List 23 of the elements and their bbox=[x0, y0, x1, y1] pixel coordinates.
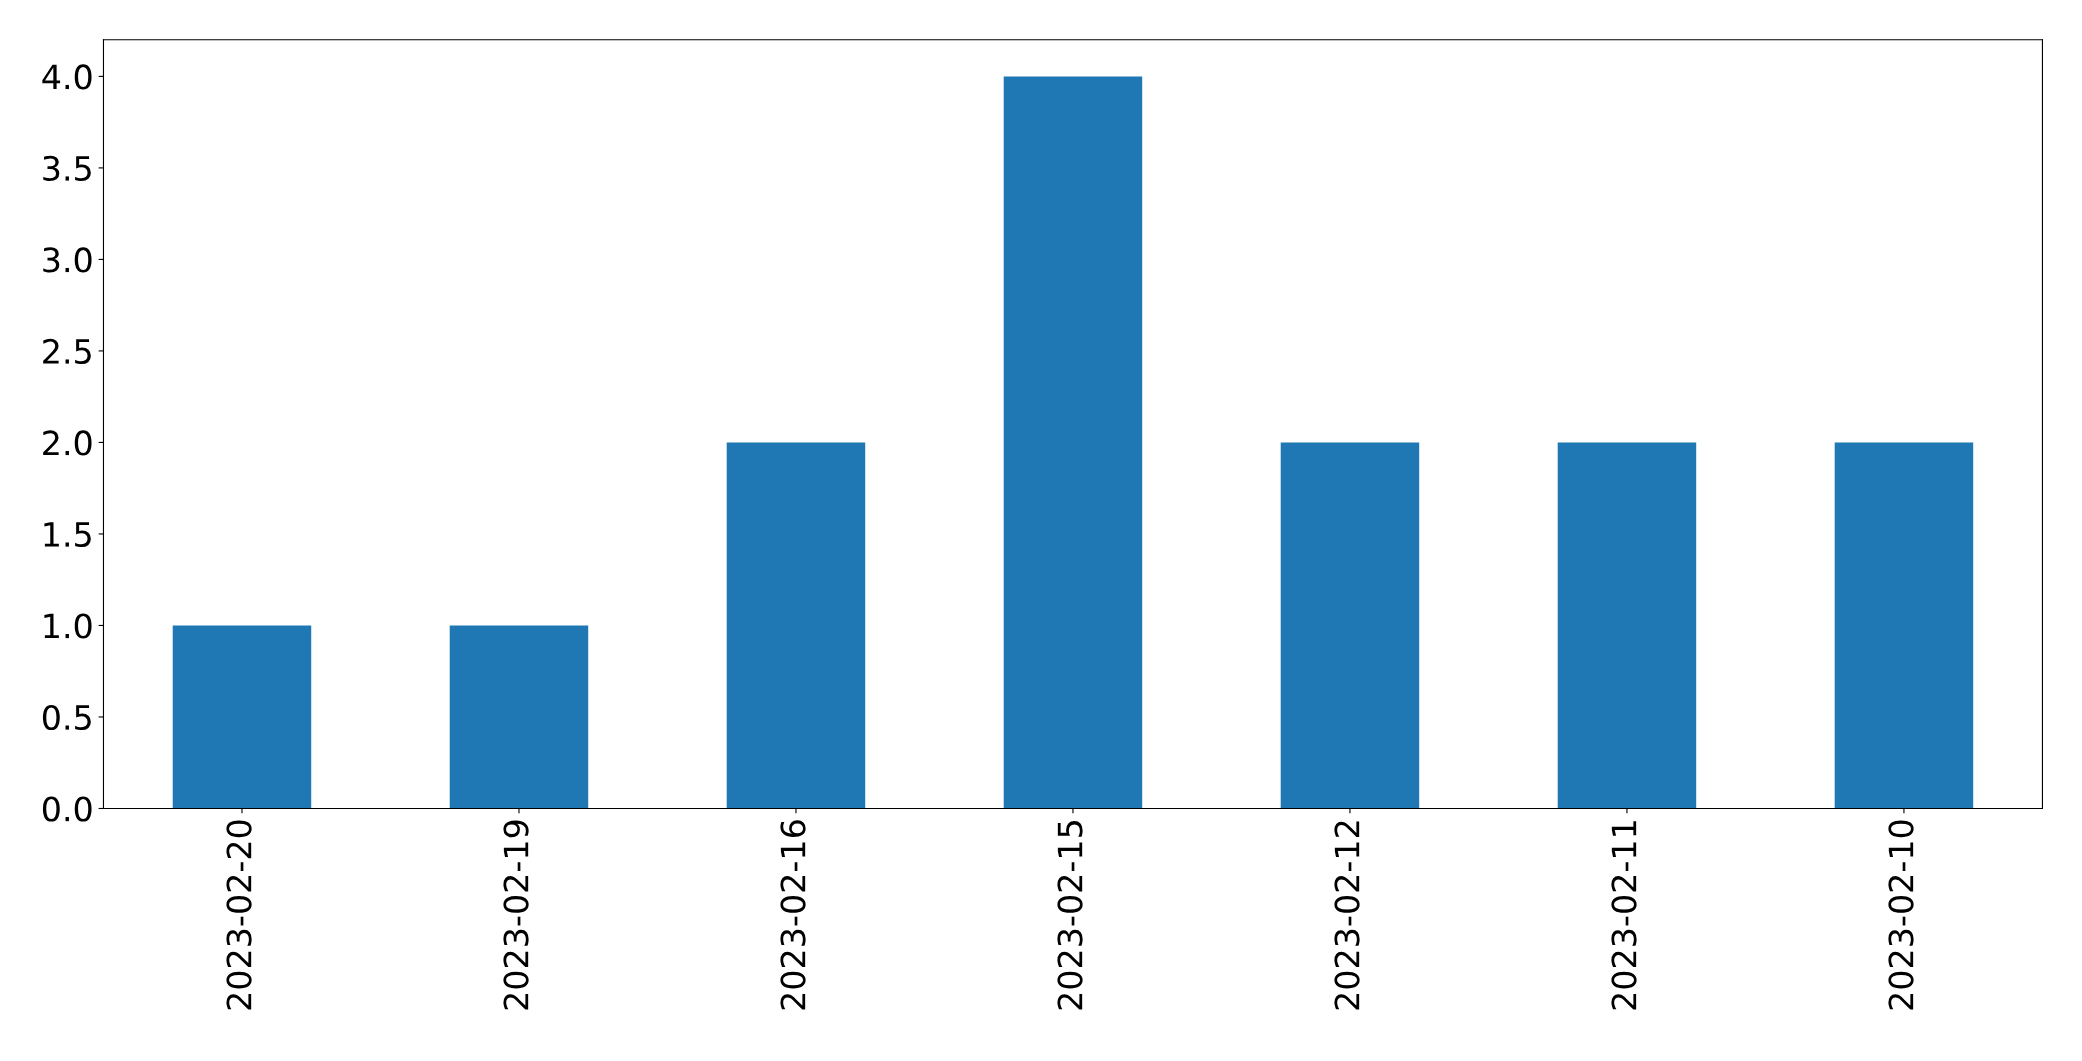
y-tick-label: 4.0 bbox=[42, 64, 92, 90]
y-tick-label: 3.5 bbox=[43, 155, 91, 182]
y-tick-label: 3.0 bbox=[43, 247, 92, 273]
y-tick-label: 2.5 bbox=[43, 338, 91, 365]
bar bbox=[172, 625, 312, 809]
bar bbox=[1280, 442, 1420, 809]
y-tick-label: 1.5 bbox=[44, 522, 91, 548]
bar bbox=[1003, 76, 1143, 809]
bar bbox=[726, 442, 866, 809]
x-tick-label: 2023-02-16 bbox=[780, 820, 806, 1010]
x-tick-label: 2023-02-12 bbox=[1334, 821, 1360, 1010]
x-tick-label: 2023-02-20 bbox=[226, 820, 252, 1010]
x-tick-label: 2023-02-11 bbox=[1611, 821, 1637, 1010]
y-tick-label: 0.5 bbox=[42, 704, 91, 731]
y-tick-label: 1.0 bbox=[44, 613, 92, 639]
x-tick-label: 2023-02-10 bbox=[1888, 820, 1914, 1010]
y-tick-label: 2.0 bbox=[43, 430, 92, 456]
bar bbox=[1834, 442, 1974, 809]
bar bbox=[1557, 442, 1697, 809]
x-tick-label: 2023-02-19 bbox=[503, 820, 529, 1010]
y-tick-label: 0.0 bbox=[42, 796, 92, 822]
bar bbox=[449, 625, 589, 809]
x-tick-label: 2023-02-15 bbox=[1057, 821, 1083, 1010]
